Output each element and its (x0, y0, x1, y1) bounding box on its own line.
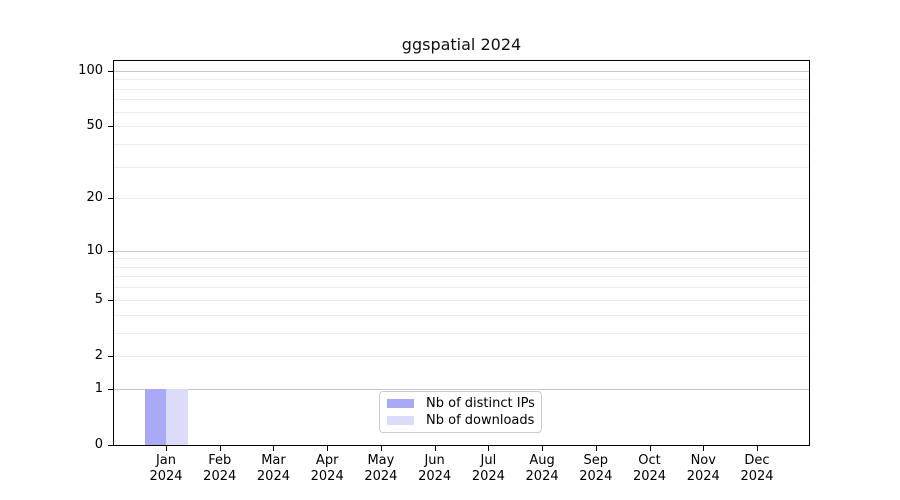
x-tick-month: Sep (583, 453, 609, 468)
y-tick-label: 20 (86, 190, 103, 206)
gridline-minor (114, 143, 809, 145)
x-tick-label: Jun 2024 (400, 453, 470, 484)
bar-distinct-ips (144, 388, 166, 445)
gridline-minor (114, 258, 809, 260)
x-tick-month: Jun (424, 453, 445, 468)
x-tick-year: 2024 (471, 468, 505, 484)
gridline-major (114, 388, 809, 390)
x-tick-year: 2024 (256, 468, 290, 484)
gridline-minor (114, 266, 809, 268)
x-tick-mark (649, 446, 651, 451)
x-tick-year: 2024 (149, 468, 183, 484)
y-tick-label: 1 (94, 380, 103, 396)
x-tick-year: 2024 (686, 468, 720, 484)
x-tick-year: 2024 (740, 468, 774, 484)
x-tick-label: Aug 2024 (507, 453, 577, 484)
x-tick-mark (434, 446, 436, 451)
x-tick-year: 2024 (418, 468, 452, 484)
x-tick-month: Jul (480, 453, 497, 468)
x-tick-label: Jul 2024 (453, 453, 523, 484)
x-tick-mark (703, 446, 705, 451)
y-tick-mark (108, 299, 113, 301)
x-tick-month: Aug (529, 453, 555, 468)
x-tick-year: 2024 (579, 468, 613, 484)
y-tick-mark (108, 126, 113, 128)
x-tick-label: Oct 2024 (615, 453, 685, 484)
gridline-minor (114, 276, 809, 278)
x-tick-label: Nov 2024 (668, 453, 738, 484)
gridline-minor (114, 287, 809, 289)
gridline-minor (114, 198, 809, 200)
x-tick-label: Dec 2024 (722, 453, 792, 484)
x-tick-month: Apr (315, 453, 339, 468)
x-tick-label: Mar 2024 (238, 453, 308, 484)
y-tick-label: 50 (86, 118, 103, 134)
y-tick-mark (108, 198, 113, 200)
x-tick-month: Dec (744, 453, 770, 468)
x-tick-label: Jan 2024 (131, 453, 201, 484)
y-tick-label: 10 (86, 242, 103, 258)
y-tick-mark (108, 388, 113, 390)
legend-label-downloads: Nb of downloads (426, 412, 535, 428)
gridline-minor (114, 79, 809, 81)
gridline-minor (114, 99, 809, 101)
gridline-major (114, 250, 809, 252)
x-tick-label: Apr 2024 (292, 453, 362, 484)
x-tick-month: Feb (208, 453, 232, 468)
x-tick-month: Mar (261, 453, 286, 468)
y-tick-label: 5 (94, 291, 103, 307)
x-tick-mark (488, 446, 490, 451)
x-tick-mark (219, 446, 221, 451)
x-tick-year: 2024 (525, 468, 559, 484)
legend-item-distinct-ips: Nb of distinct IPs (387, 395, 535, 412)
legend-swatch-distinct-ips (387, 399, 414, 408)
x-tick-label: May 2024 (346, 453, 416, 484)
gridline-minor (114, 299, 809, 301)
y-tick-label: 100 (78, 62, 103, 78)
gridline-minor (114, 88, 809, 90)
legend-item-downloads: Nb of downloads (387, 412, 534, 429)
x-tick-year: 2024 (310, 468, 344, 484)
y-tick-mark (108, 445, 113, 446)
gridline-minor (114, 314, 809, 316)
gridline-minor (114, 355, 809, 357)
gridline-major (114, 70, 809, 72)
gridline-minor (114, 126, 809, 128)
gridline-minor (114, 166, 809, 168)
x-tick-mark (542, 446, 544, 451)
y-tick-label: 0 (94, 437, 103, 452)
x-tick-label: Feb 2024 (185, 453, 255, 484)
y-tick-mark (108, 355, 113, 357)
legend-swatch-downloads (387, 416, 414, 425)
x-tick-mark (273, 446, 275, 451)
x-tick-year: 2024 (203, 468, 237, 484)
x-tick-month: Jan (155, 453, 177, 468)
chart-title: ggspatial 2024 (401, 35, 522, 54)
x-tick-mark (380, 446, 382, 451)
y-tick-mark (108, 250, 113, 252)
y-tick-label: 2 (94, 347, 103, 363)
bar-downloads (166, 388, 188, 445)
x-tick-mark (595, 446, 597, 451)
x-tick-mark (166, 446, 167, 451)
y-tick-mark (108, 70, 113, 72)
x-tick-month: Nov (690, 453, 716, 468)
legend-label-distinct-ips: Nb of distinct IPs (426, 395, 535, 411)
legend: Nb of distinct IPs Nb of downloads (379, 391, 542, 433)
x-tick-year: 2024 (364, 468, 398, 484)
x-tick-mark (757, 446, 758, 451)
x-tick-month: May (367, 453, 395, 468)
gridline-minor (114, 332, 809, 334)
x-tick-mark (327, 446, 329, 451)
plot-area (113, 60, 810, 446)
gridline-minor (114, 111, 809, 113)
x-tick-month: Oct (638, 453, 661, 468)
x-tick-label: Sep 2024 (561, 453, 631, 484)
x-tick-year: 2024 (632, 468, 667, 484)
